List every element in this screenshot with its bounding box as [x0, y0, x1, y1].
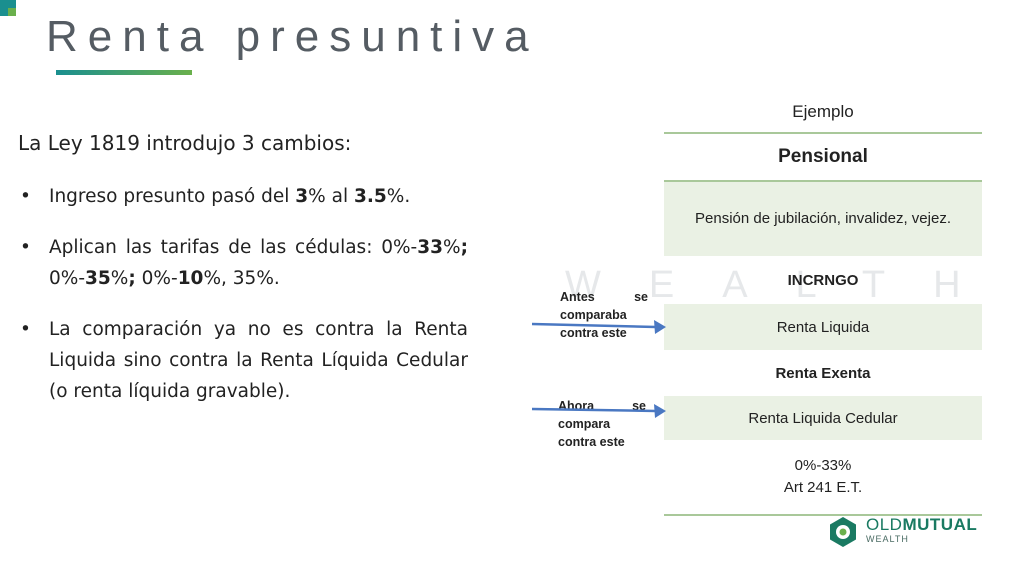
bullet-tarifas: Aplican las tarifas de las cédulas: 0%-3…	[18, 232, 468, 294]
note-antes: Antes se comparaba contra este	[560, 290, 648, 340]
table-header: Ejemplo	[664, 92, 982, 134]
corner-accent	[0, 0, 16, 16]
changes-section: La Ley 1819 introdujo 3 cambios: Ingreso…	[18, 128, 468, 427]
logo-old: OLD	[866, 515, 903, 534]
wealth-watermark: WEALTH	[565, 264, 1009, 306]
tarifa-range: 0%-33%	[794, 457, 852, 474]
tarifa-article: Art 241 E.T.	[783, 479, 863, 496]
bullet-comparacion: La comparación ya no es contra la Renta …	[18, 314, 468, 407]
arrow-ahora-icon	[531, 404, 666, 418]
logo-wealth: WEALTH	[866, 534, 909, 544]
example-table: Ejemplo Pensional Pensión de jubilación,…	[664, 92, 982, 516]
title-underline	[56, 70, 192, 75]
bullet-ingreso: Ingreso presunto pasó del 3% al 3.5%.	[18, 181, 468, 212]
slide-title: Renta presuntiva	[46, 12, 539, 61]
old-mutual-logo: OLDMUTUAL WEALTH	[828, 516, 977, 548]
table-pension-row: Pensión de jubilación, invalidez, vejez.	[664, 182, 982, 256]
table-tarifa-row: 0%-33% Art 241 E.T.	[664, 440, 982, 516]
table-renta-liquida-row: Renta Liquida	[664, 304, 982, 350]
logo-mutual: MUTUAL	[902, 515, 978, 534]
arrow-antes-icon	[531, 320, 666, 334]
changes-intro: La Ley 1819 introdujo 3 cambios:	[18, 131, 352, 155]
table-renta-exenta-row: Renta Exenta	[775, 364, 871, 382]
old-mutual-emblem-icon	[830, 517, 856, 547]
table-renta-cedular-row: Renta Liquida Cedular	[664, 396, 982, 440]
table-incrngo-row: INCRNGO	[787, 271, 859, 289]
table-category: Pensional	[664, 134, 982, 182]
